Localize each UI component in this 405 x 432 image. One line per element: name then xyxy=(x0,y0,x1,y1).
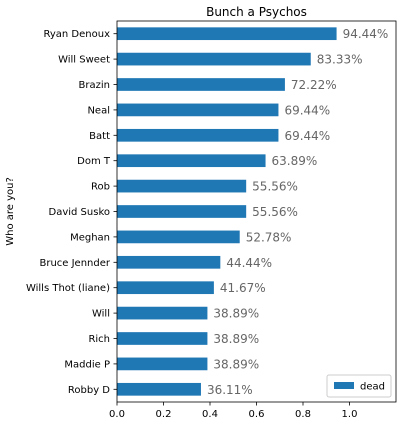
bar xyxy=(117,154,266,168)
data-label: 63.89% xyxy=(272,154,318,168)
legend: dead xyxy=(326,374,392,398)
plot-frame xyxy=(116,20,397,403)
y-tick-label: Ryan Denoux xyxy=(43,29,110,40)
x-tick-label: 0.0 xyxy=(109,409,125,420)
y-axis-title: Who are you? xyxy=(5,177,16,246)
bar xyxy=(117,27,337,41)
data-label: 52.78% xyxy=(246,230,292,244)
data-label: 69.44% xyxy=(284,103,330,117)
y-tick-label: Robby D xyxy=(68,385,110,396)
data-label: 94.44% xyxy=(343,27,389,41)
data-label: 72.22% xyxy=(291,78,337,92)
data-label: 38.89% xyxy=(213,332,259,346)
data-label: 44.44% xyxy=(226,256,272,270)
y-tick-label: Wills Thot (liane) xyxy=(26,283,110,294)
y-tick-label: David Susko xyxy=(49,207,111,218)
bar xyxy=(117,306,208,320)
y-tick-labels: Ryan Denoux Will Sweet Brazin Neal Batt Dom T… xyxy=(26,29,117,396)
data-labels-group: 94.44% 83.33% 72.22% 69.44% 69.44% 63.89% 55.5… xyxy=(207,27,388,397)
legend-label: dead xyxy=(360,382,385,393)
bar xyxy=(117,382,201,396)
legend-box xyxy=(326,374,392,398)
bar xyxy=(117,205,247,218)
data-label: 38.89% xyxy=(213,307,259,321)
y-tick-label: Will xyxy=(92,309,110,320)
data-label: 55.56% xyxy=(252,180,298,194)
bar xyxy=(117,103,279,117)
x-tick-label: 0.8 xyxy=(295,409,311,420)
x-tick-label: 0.4 xyxy=(202,409,218,420)
y-tick-label: Bruce Jennder xyxy=(39,258,110,269)
bar xyxy=(117,230,240,244)
y-tick-label: Rich xyxy=(88,334,110,345)
data-label: 55.56% xyxy=(252,205,298,219)
bar xyxy=(117,357,208,371)
bar xyxy=(117,52,311,66)
x-tick-label: 0.6 xyxy=(249,409,265,420)
data-label: 41.67% xyxy=(220,281,266,295)
bar xyxy=(117,78,285,91)
bar xyxy=(117,179,247,193)
bar xyxy=(117,281,214,295)
data-label: 36.11% xyxy=(207,383,253,397)
data-label: 69.44% xyxy=(284,129,330,143)
y-tick-label: Brazin xyxy=(79,80,110,91)
bar xyxy=(117,255,221,269)
x-tick-labels: 0.0 0.2 0.4 0.6 0.8 1.0 xyxy=(109,402,357,420)
y-tick-label: Will Sweet xyxy=(58,55,110,66)
x-tick-label: 0.2 xyxy=(156,409,172,420)
x-tick-label: 1.0 xyxy=(342,409,358,420)
data-label: 38.89% xyxy=(213,357,259,371)
bar xyxy=(117,128,279,142)
data-label: 83.33% xyxy=(317,53,363,67)
y-tick-label: Rob xyxy=(91,182,110,193)
y-tick-label: Dom T xyxy=(77,156,111,167)
y-tick-label: Maddie P xyxy=(64,359,110,370)
y-tick-label: Meghan xyxy=(70,232,110,243)
y-tick-label: Batt xyxy=(89,131,110,142)
y-tick-label: Neal xyxy=(87,105,110,116)
chart-title: Bunch a Psychos xyxy=(206,5,307,19)
bar xyxy=(117,332,208,345)
bars-group xyxy=(117,27,337,396)
legend-swatch xyxy=(334,382,354,389)
